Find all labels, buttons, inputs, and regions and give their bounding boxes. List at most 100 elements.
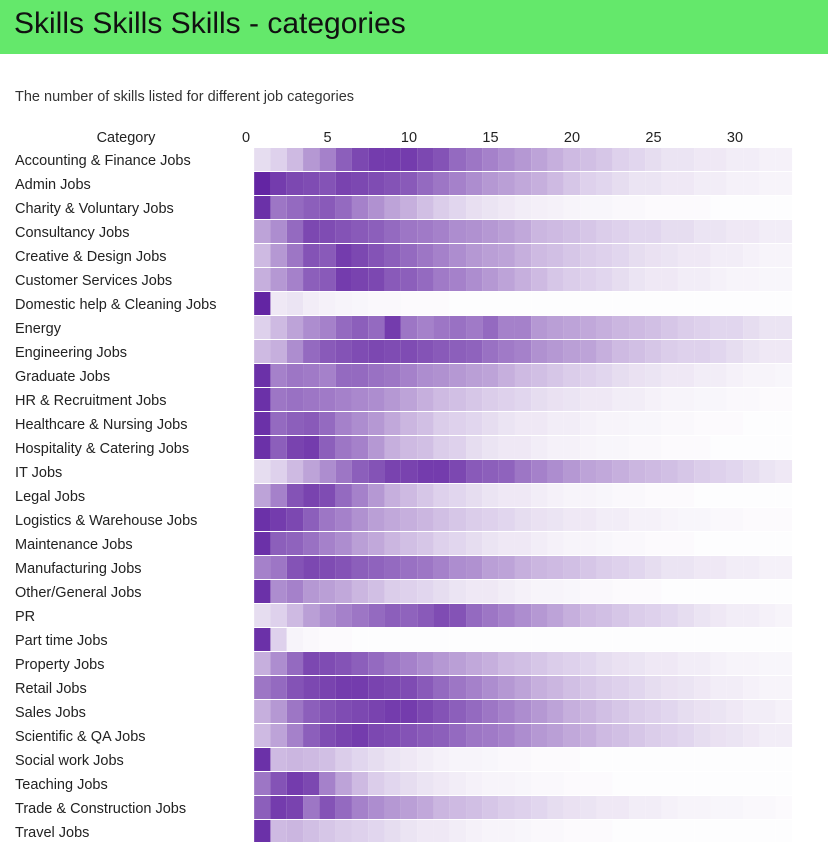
heatmap-cell [629, 268, 646, 291]
heatmap-cell [759, 364, 776, 387]
heatmap-cell [498, 796, 515, 819]
heatmap-cell [498, 340, 515, 363]
heatmap-cell [547, 364, 564, 387]
heatmap-cell [384, 148, 401, 171]
heatmap-cell [694, 220, 711, 243]
heatmap-cell [270, 676, 287, 699]
heatmap-cell [254, 820, 271, 842]
heatmap-cell [694, 484, 711, 507]
heatmap-cell [563, 364, 581, 387]
heatmap-cell [303, 556, 320, 579]
heatmap-cell [514, 364, 532, 387]
heatmap-cell [677, 772, 695, 795]
heatmap-cell [596, 820, 613, 842]
heatmap-cell [629, 220, 646, 243]
heatmap-cell [368, 220, 385, 243]
heatmap-cell [254, 724, 271, 747]
heatmap-cell [417, 700, 434, 723]
heatmap-cell [563, 628, 581, 651]
heatmap-cell [743, 340, 760, 363]
heatmap-cell [547, 820, 564, 842]
heatmap-cell [286, 292, 304, 315]
heatmap-cell [661, 820, 678, 842]
heatmap-cell [319, 556, 336, 579]
heatmap-cell [563, 556, 581, 579]
heatmap-cell [726, 460, 744, 483]
heatmap-cell [743, 604, 760, 627]
heatmap-cell [710, 148, 727, 171]
heatmap-cell [547, 388, 564, 411]
row-header-label: Category [97, 130, 157, 146]
heatmap-cell [449, 532, 467, 555]
heatmap-cell [612, 268, 630, 291]
heatmap-cell [743, 484, 760, 507]
heatmap-cell [384, 196, 401, 219]
heatmap-cell [433, 532, 450, 555]
heatmap-cell [286, 268, 304, 291]
heatmap-cell [677, 172, 695, 195]
heatmap-cell [514, 196, 532, 219]
heatmap-cell [417, 436, 434, 459]
heatmap-cell [694, 748, 711, 771]
heatmap-cell [726, 340, 744, 363]
heatmap-cell [547, 196, 564, 219]
x-tick-label: 0 [242, 130, 250, 146]
heatmap-cell [400, 412, 418, 435]
heatmap-cell [661, 316, 678, 339]
heatmap-cell [531, 604, 548, 627]
heatmap-cell [482, 772, 499, 795]
heatmap-cell [466, 796, 483, 819]
heatmap-cell [629, 172, 646, 195]
heatmap-cell [775, 580, 793, 603]
heatmap-cell [417, 532, 434, 555]
heatmap-cell [384, 172, 401, 195]
heatmap-cell [759, 628, 776, 651]
heatmap-cell [580, 652, 597, 675]
heatmap-cell [661, 580, 678, 603]
heatmap-cell [694, 316, 711, 339]
heatmap-cell [726, 412, 744, 435]
heatmap-cell [677, 148, 695, 171]
heatmap-cell [596, 340, 613, 363]
heatmap-cell [580, 556, 597, 579]
heatmap-cell [677, 292, 695, 315]
heatmap-cell [775, 412, 793, 435]
heatmap-cell [335, 820, 352, 842]
heatmap-cell [629, 316, 646, 339]
heatmap-cell [612, 196, 630, 219]
heatmap-cell [270, 532, 287, 555]
heatmap-cell [612, 316, 630, 339]
heatmap-cell [661, 460, 678, 483]
heatmap-cell [417, 484, 434, 507]
heatmap-cell [743, 724, 760, 747]
heatmap-cell [433, 364, 450, 387]
heatmap-cell [384, 244, 401, 267]
heatmap-cell [563, 388, 581, 411]
heatmap-cell [466, 460, 483, 483]
heatmap-cell [400, 604, 418, 627]
row-label: Teaching Jobs [15, 777, 108, 793]
x-tick-label: 5 [323, 130, 331, 146]
heatmap-cell [580, 340, 597, 363]
heatmap-cell [319, 292, 336, 315]
heatmap-cell [743, 580, 760, 603]
heatmap-cell [482, 292, 499, 315]
heatmap-cell [498, 484, 515, 507]
heatmap-cell [596, 364, 613, 387]
heatmap-cell [514, 436, 532, 459]
heatmap-cell [303, 532, 320, 555]
heatmap-cell [596, 652, 613, 675]
heatmap-cell [498, 676, 515, 699]
heatmap-cell [661, 268, 678, 291]
heatmap-cell [694, 508, 711, 531]
x-tick-label: 25 [645, 130, 661, 146]
heatmap-cell [270, 580, 287, 603]
heatmap-cell [645, 364, 662, 387]
heatmap-cell [482, 508, 499, 531]
heatmap-cell [743, 148, 760, 171]
heatmap-cell [254, 772, 271, 795]
heatmap-cell [759, 532, 776, 555]
heatmap-cell [335, 676, 352, 699]
heatmap-cell [368, 652, 385, 675]
heatmap-cell [547, 148, 564, 171]
